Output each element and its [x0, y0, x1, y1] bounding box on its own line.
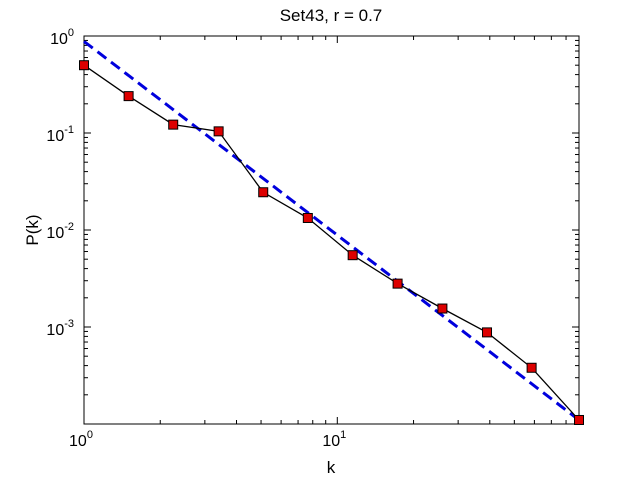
data-series-layer — [79, 60, 584, 425]
y-tick-label: 10-3 — [46, 318, 74, 339]
tick-labels: 100 101 100 10-1 10-2 10-3 — [46, 27, 346, 450]
y-axis-label: P(k) — [23, 214, 42, 245]
data-point-marker — [347, 250, 358, 261]
data-point-marker — [302, 212, 313, 223]
data-point-marker — [392, 278, 403, 289]
y-tick-label: 100 — [50, 27, 74, 48]
data-point-marker — [258, 187, 269, 198]
data-line — [83, 64, 580, 421]
data-point-marker — [526, 362, 537, 373]
x-tick-label: 100 — [69, 429, 93, 450]
data-point-marker — [213, 126, 224, 137]
data-point-marker — [574, 414, 584, 425]
data-point-marker — [482, 327, 493, 338]
fit-line-layer — [83, 40, 580, 422]
data-point-marker — [168, 119, 179, 130]
fit-line — [83, 40, 580, 422]
data-point-marker — [123, 91, 134, 102]
y-tick-label: 10-2 — [46, 221, 74, 242]
chart-title: Set43, r = 0.7 — [280, 6, 383, 25]
x-tick-label: 101 — [322, 429, 346, 450]
data-point-marker — [437, 303, 448, 314]
y-tick-label: 10-1 — [46, 124, 74, 145]
x-axis-label: k — [327, 458, 336, 477]
data-point-marker — [79, 60, 89, 71]
